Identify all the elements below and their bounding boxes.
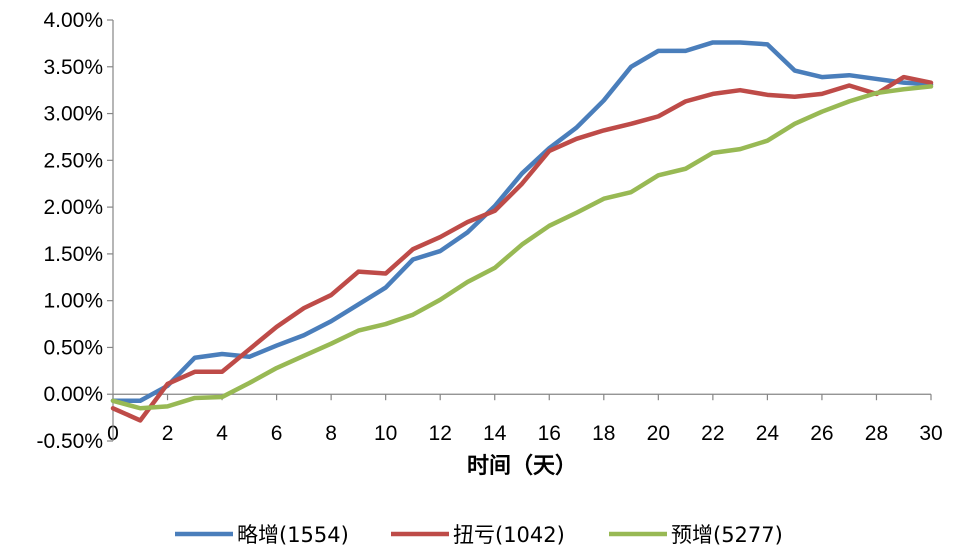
x-tick-label: 14 — [483, 422, 507, 445]
x-tick-label: 26 — [810, 422, 833, 445]
legend: 略增(1554) 扭亏(1042) 预增(5277) — [175, 523, 783, 547]
y-tick-label: 3.00% — [43, 103, 103, 126]
legend-label-1: 略增(1554) — [237, 523, 349, 547]
y-tick-label: 0.00% — [43, 383, 103, 406]
x-axis-title: 时间（天） — [467, 454, 577, 479]
x-tick-label: 30 — [919, 422, 942, 445]
x-tick-label: 12 — [429, 422, 452, 445]
x-tick-label: 28 — [865, 422, 888, 445]
x-tick-label: 2 — [162, 422, 174, 445]
x-tick-label: 18 — [592, 422, 615, 445]
legend-label-2: 扭亏(1042) — [453, 523, 565, 547]
y-tick-label: -0.50% — [36, 430, 103, 453]
x-tick-label: 22 — [701, 422, 724, 445]
x-tick-label: 20 — [647, 422, 670, 445]
y-tick-label: 2.00% — [43, 196, 103, 219]
x-tick-label: 8 — [325, 422, 337, 445]
y-tick-label: 1.50% — [43, 243, 103, 266]
series-lines — [110, 40, 934, 423]
y-axis-tick-labels: -0.50% 0.00% 0.50% 1.00% 1.50% 2.00% 2.50% 3.00… — [36, 9, 103, 453]
y-tick-label: 0.50% — [43, 336, 103, 359]
series-line-1 — [110, 40, 934, 404]
y-tick-label: 2.50% — [43, 149, 103, 172]
legend-label-3: 预增(5277) — [671, 523, 783, 547]
axes — [107, 19, 932, 442]
y-tick-label: 1.00% — [43, 290, 103, 313]
x-axis-tick-labels: 0 2 4 6 8 10 12 14 16 18 20 22 24 26 28 30 — [107, 422, 943, 445]
x-tick-label: 4 — [216, 422, 228, 445]
series-line-2 — [110, 74, 934, 423]
y-tick-label: 3.50% — [43, 56, 103, 79]
x-tick-label: 24 — [756, 422, 780, 445]
x-tick-label: 10 — [374, 422, 397, 445]
y-tick-label: 4.00% — [43, 9, 103, 32]
x-tick-label: 16 — [538, 422, 561, 445]
x-tick-label: 6 — [271, 422, 283, 445]
series-line-3 — [110, 84, 934, 411]
